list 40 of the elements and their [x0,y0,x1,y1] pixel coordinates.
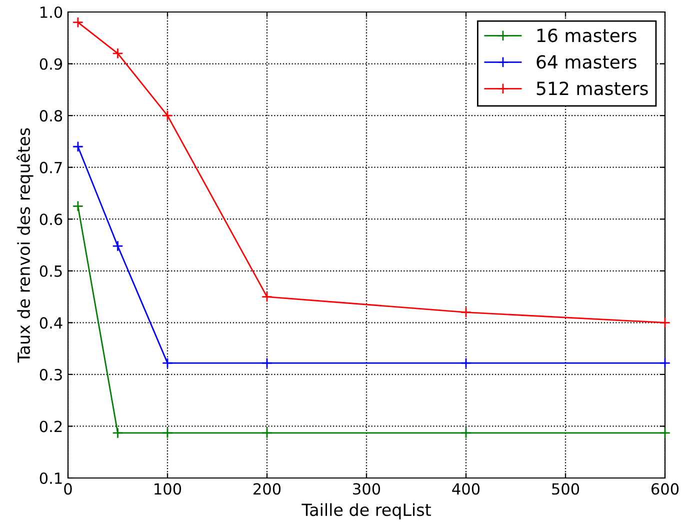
point [659,357,671,369]
y-tick-label: 0.2 [40,420,62,432]
y-tick-label: 0.9 [40,58,62,70]
y-tick-label: 0.6 [40,214,62,226]
point [162,110,174,122]
point [460,357,472,369]
point [659,427,671,439]
legend-label: 64 masters [536,55,636,69]
y-tick-label: 1.0 [40,6,62,18]
x-tick-label: 500 [552,483,580,495]
y-tick-label: 0.1 [40,472,62,484]
x-axis-title: Taille de reqList [302,503,431,520]
point [112,48,124,59]
y-tick-label: 0.4 [40,317,62,329]
point [460,306,472,318]
y-tick-label: 0.8 [40,110,62,122]
point [162,427,174,439]
point [162,357,174,369]
point [261,427,273,439]
y-axis-title: Taux de renvoi des requêtes [16,128,34,363]
point [261,357,273,369]
y-tick-label: 0.7 [40,162,62,174]
x-tick-label: 100 [154,483,182,495]
legend-label: 16 masters [537,28,636,42]
point [112,427,124,439]
point [112,240,124,252]
x-tick-label: 400 [452,483,480,495]
legend-label: 512 masters [536,82,648,96]
point [261,291,273,302]
x-tick-label: 300 [353,483,380,495]
y-tick-label: 0.5 [40,265,62,277]
point [72,16,84,28]
x-tick-label: 600 [651,483,679,495]
x-tick-label: 200 [254,483,281,495]
x-tick-label: 0 [64,483,72,495]
point [72,141,84,152]
point [659,317,671,328]
point [72,200,84,212]
point [460,427,472,439]
y-tick-label: 0.3 [40,368,62,380]
